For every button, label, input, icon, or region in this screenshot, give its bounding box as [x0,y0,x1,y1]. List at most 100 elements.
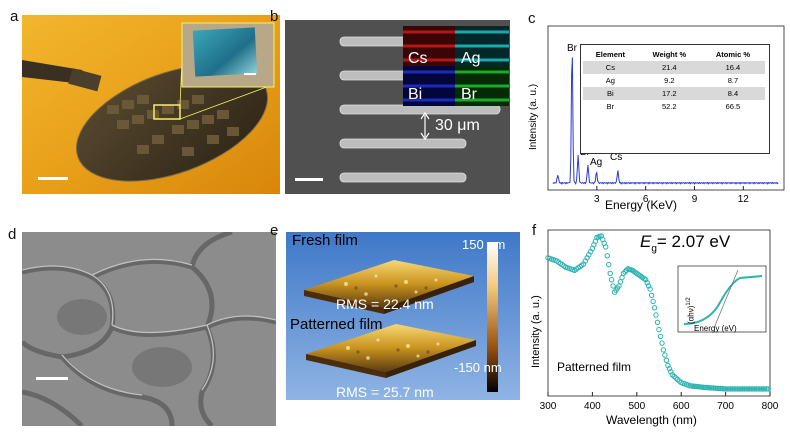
absorption-point [755,386,761,392]
absorption-point [643,277,649,283]
absorption-point [656,326,662,333]
absorption-point [666,365,673,372]
absorption-point [729,386,736,392]
absorption-chart: 300 400 500 600 700 800 [540,229,779,412]
table-cell: 17.2 [637,87,701,100]
panel-b-letter: b [270,8,279,25]
spacing-label: 30 μm [435,117,480,134]
absorption-point [704,384,710,391]
eds-spectrum-line [552,57,779,186]
absorption-point [668,369,674,375]
absorption-point [722,386,729,392]
absorption-point [717,385,724,392]
wafer-photo [22,15,280,194]
absorption-point [760,386,766,392]
absorption-point [743,386,749,392]
table-row: Cs 21.4 16.4 [583,61,765,74]
abs-legend: Patterned film [557,360,632,374]
absorption-point [607,270,613,277]
table-cell: 52.2 [637,100,701,113]
inset-xlabel: Energy (eV) [694,324,737,333]
absorption-point [745,386,751,392]
table-cell: 9.2 [637,74,701,87]
absorption-point [726,386,732,392]
eds-x-tick-label: 12 [738,194,750,205]
absorption-point [763,386,770,392]
label-patterned-film: Patterned film [290,316,383,333]
abs-x-tick-label: 400 [584,401,601,412]
table-row: Bi 17.2 8.4 [583,87,765,100]
absorption-point [651,305,658,311]
absorption-point [758,386,765,392]
eds-x-ticks: 3 6 9 12 [594,186,749,205]
panel-c-letter: c [528,10,536,27]
eds-composition-table: Element Weight % Atomic % Cs 21.4 16.4 A… [583,48,765,113]
absorption-point [748,386,754,392]
table-cell: 66.5 [700,100,765,113]
table-cell: Cs [583,61,638,74]
absorption-point [716,385,722,392]
label-fresh-film: Fresh film [292,232,358,249]
panel-e-letter: e [270,222,279,239]
absorption-point [709,385,715,391]
absorption-x-ticks: 300 400 500 600 700 800 [540,392,779,412]
absorption-point [746,386,753,392]
eds-label-cs: Cs [408,50,428,67]
absorption-point [653,312,659,318]
eds-spectrum-chart: 3 6 9 12 [547,25,785,205]
table-row: Ag 9.2 8.7 [583,74,765,87]
absorption-point [663,357,670,364]
bandgap-label: Eg= 2.07 eV [640,232,730,254]
panel-a-letter: a [10,8,19,25]
sem-electrode-image: Cs Ag Bi Br 30 μm [285,20,510,194]
panel-f-letter: f [532,222,537,239]
absorption-point [665,362,671,369]
absorption-point [750,386,756,392]
peak-label-cs: Cs [610,152,623,163]
absorption-point [690,383,697,389]
abs-ylabel: Intensity (a. u.) [530,295,542,368]
abs-xlabel: Wavelength (nm) [606,413,697,427]
abs-x-tick-label: 800 [762,401,779,412]
absorption-point [662,352,668,358]
absorption-point [736,386,743,392]
table-cell: 16.4 [700,61,765,74]
abs-x-tick-label: 300 [540,401,557,412]
absorption-point [721,386,727,392]
abs-x-tick-label: 700 [717,401,734,412]
absorption-point [606,261,612,268]
absorption-point [751,386,758,392]
rms-patterned: RMS = 25.7 nm [336,384,434,400]
absorption-point [705,385,712,391]
bandgap-symbol: E [640,232,652,251]
absorption-point [757,386,763,392]
absorption-point [714,385,720,392]
inset-curve [683,275,763,325]
bandgap-value: = 2.07 eV [656,232,731,251]
peak-label-br: Br [567,43,577,54]
panel-d-letter: d [8,226,17,243]
eds-label-ag: Ag [461,50,481,67]
absorption-point [645,283,652,289]
absorption-point [707,385,713,391]
absorption-point [657,333,664,340]
absorption-point [731,386,737,392]
absorption-point [650,298,656,305]
absorption-point [603,244,609,250]
absorption-point [700,384,707,391]
afm-topography-image: Fresh film Patterned film RMS = 22.4 nm … [286,232,520,400]
absorption-point [644,280,650,286]
absorption-point [724,386,731,392]
absorption-point [733,386,739,392]
absorption-point [648,292,655,299]
bandgap-sub: g [651,243,657,255]
rms-fresh: RMS = 22.4 nm [336,296,434,312]
eds-xlabel: Energy (KeV) [605,198,678,212]
absorption-point [740,386,746,392]
scale-top: 150 nm [462,237,506,252]
absorption-point [608,277,615,283]
eds-x-tick-label: 3 [594,194,600,205]
table-header: Atomic % [700,48,765,61]
absorption-point [659,340,665,346]
